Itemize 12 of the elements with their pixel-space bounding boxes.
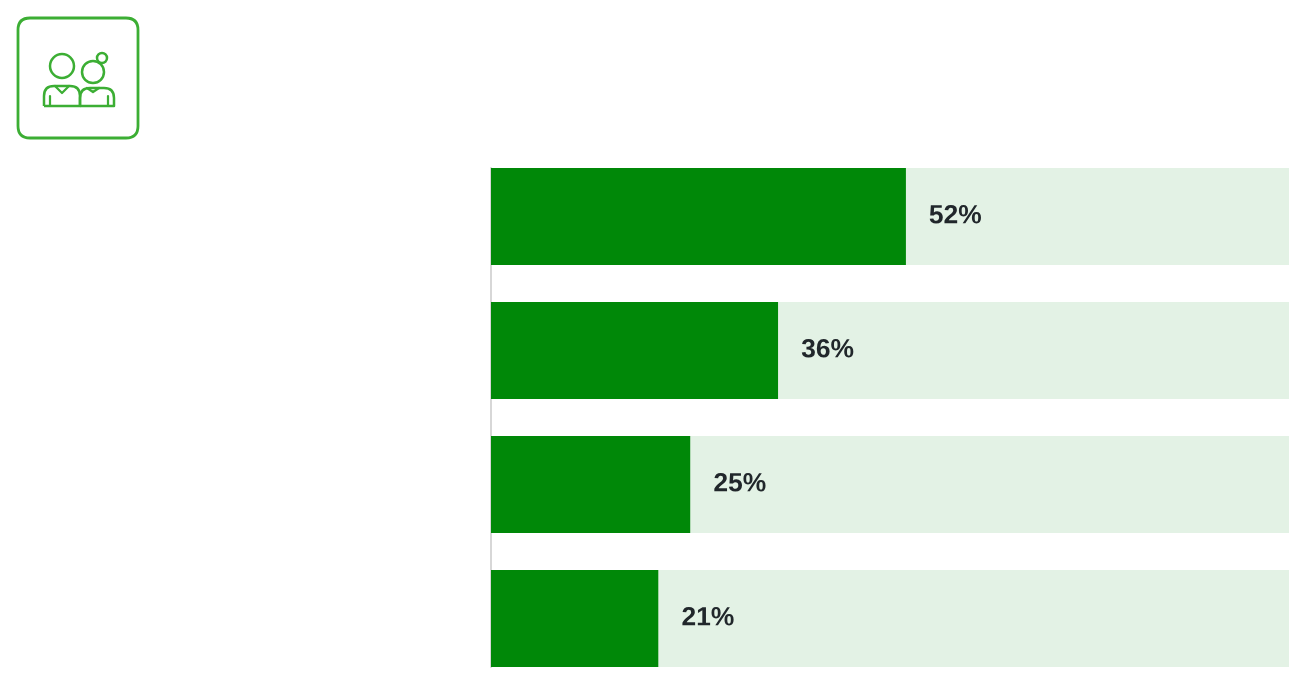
bar [905, 168, 1289, 265]
bar [491, 436, 691, 533]
data-label: 52% [929, 204, 981, 224]
data-label: 25% [714, 472, 766, 492]
bar [778, 302, 1289, 399]
data-label: 21% [682, 606, 734, 626]
bar [491, 570, 659, 667]
bar [491, 168, 906, 265]
bar [658, 570, 1289, 667]
data-label: 36% [801, 338, 854, 358]
bar [690, 436, 1289, 533]
bar [491, 302, 779, 399]
